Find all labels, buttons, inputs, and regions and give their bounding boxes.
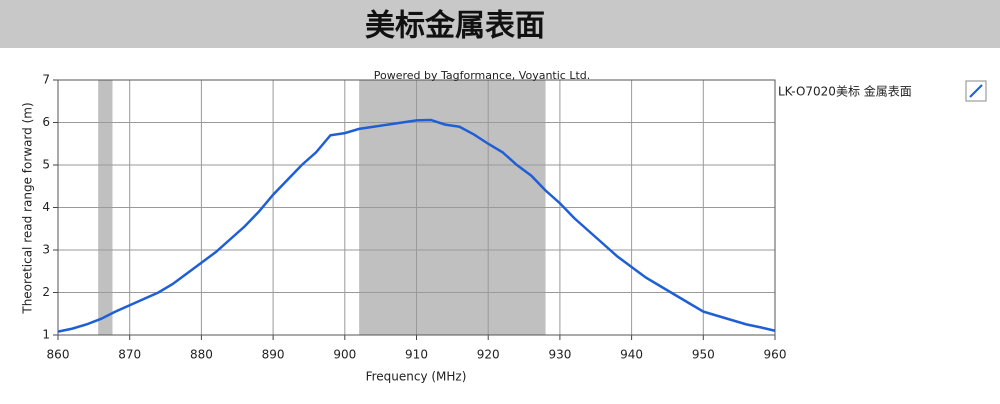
header-bar: [0, 0, 1000, 48]
x-tick-label: 860: [47, 348, 70, 362]
x-tick-label: 890: [262, 348, 285, 362]
x-tick-label: 910: [405, 348, 428, 362]
chart-title: 美标金属表面: [365, 9, 545, 44]
x-axis-label: Frequency (MHz): [366, 370, 467, 384]
annotation: Powered by Tagformance, Voyantic Ltd.: [374, 69, 591, 82]
x-tick-label: 940: [620, 348, 643, 362]
legend-swatch: [969, 84, 983, 98]
y-tick-label: 1: [42, 328, 50, 342]
y-axis-label: Theoretical read range forward (m): [21, 102, 35, 314]
y-tick-label: 5: [42, 158, 50, 172]
x-tick-label: 870: [118, 348, 141, 362]
y-tick-label: 4: [42, 200, 50, 214]
x-tick-label: 920: [477, 348, 500, 362]
data-line: [57, 118, 776, 333]
plot-border: [57, 79, 776, 336]
y-tick-label: 2: [42, 285, 50, 299]
y-tick-label: 6: [42, 115, 50, 129]
x-tick-label: 880: [190, 348, 213, 362]
y-tick-label: 3: [42, 243, 50, 257]
plot: 860 870 880 890 900 910 920 930 940 950 960 1 2 3 4 5 6 7: [42, 73, 786, 362]
x-tick-label: 950: [692, 348, 715, 362]
legend-label: LK-O7020美标 金属表面: [778, 84, 912, 99]
x-tick-label: 960: [764, 348, 787, 362]
y-tick-label: 7: [42, 73, 50, 87]
x-tick-label: 930: [548, 348, 571, 362]
x-tick-label: 900: [333, 348, 356, 362]
